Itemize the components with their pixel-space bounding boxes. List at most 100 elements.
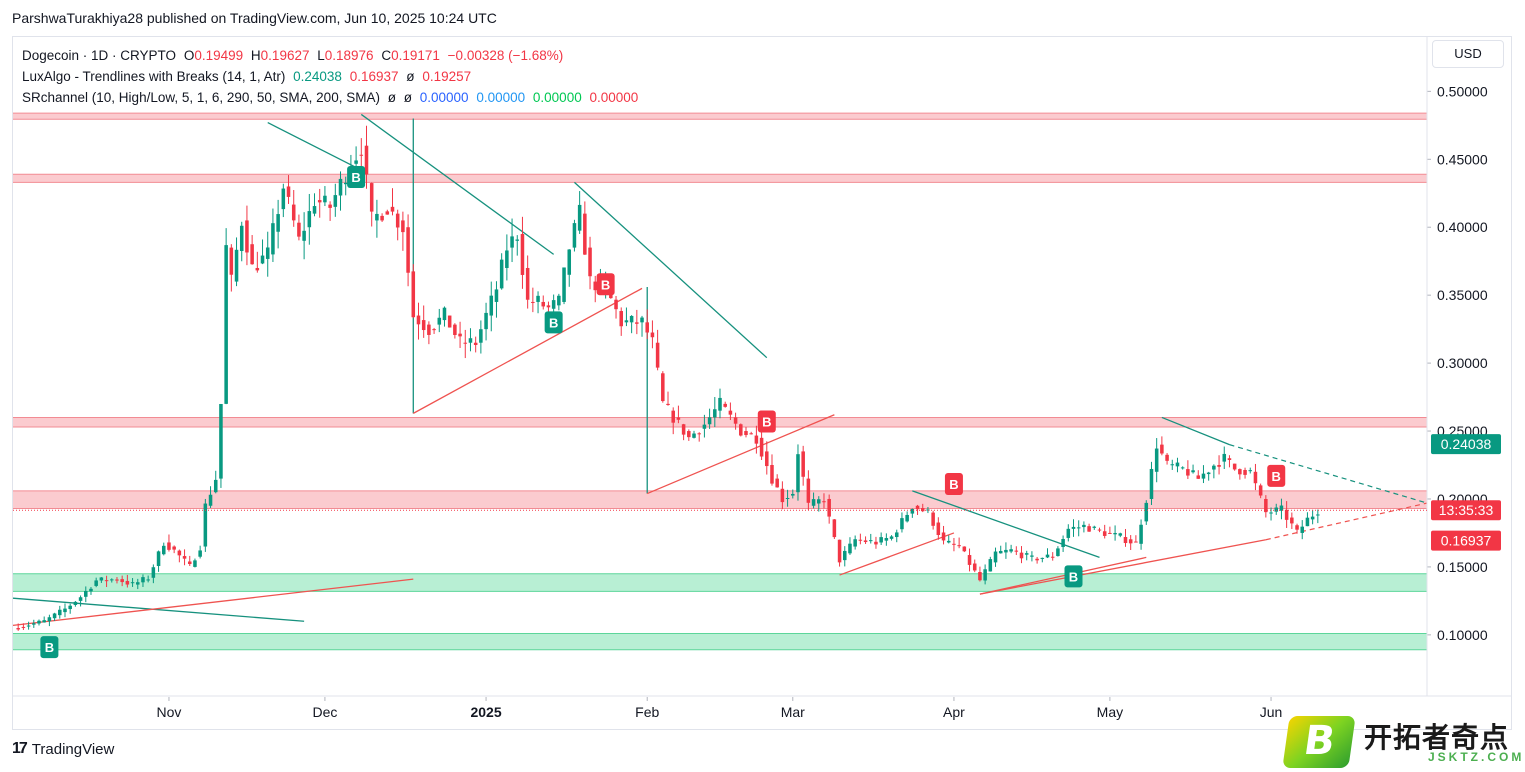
- candle: [593, 275, 598, 303]
- candle: [1253, 463, 1258, 491]
- y-tick-label: 0.50000: [1437, 83, 1488, 99]
- candle-body: [1170, 464, 1175, 466]
- candle: [520, 216, 525, 289]
- candle-body: [635, 322, 639, 324]
- candle: [1227, 455, 1232, 468]
- candle: [104, 575, 109, 588]
- candle: [1144, 500, 1149, 525]
- candle: [47, 614, 52, 627]
- candle-body: [806, 478, 811, 503]
- candle: [541, 295, 546, 310]
- candle-body: [1024, 553, 1029, 555]
- candle-body: [1310, 516, 1315, 520]
- candle: [614, 295, 618, 319]
- candle-body: [1144, 502, 1149, 522]
- candle: [484, 302, 488, 341]
- candle-body: [354, 160, 358, 164]
- candle-body: [583, 213, 587, 255]
- candle: [1264, 495, 1268, 518]
- candle-body: [915, 505, 920, 510]
- candle-body: [624, 320, 629, 323]
- candle: [385, 209, 390, 215]
- candle-body: [1206, 472, 1211, 475]
- candle: [806, 470, 811, 510]
- candle-body: [967, 555, 972, 565]
- candle-body: [276, 214, 280, 232]
- candle-body: [250, 244, 254, 265]
- candle-body: [187, 561, 192, 565]
- candle: [1123, 528, 1128, 547]
- candle-body: [468, 338, 473, 343]
- indicator1-value2: 0.16937: [349, 69, 399, 84]
- candle-body: [89, 588, 93, 592]
- candle: [447, 315, 452, 328]
- candle-body: [536, 295, 540, 302]
- candle-body: [338, 178, 343, 196]
- candle: [307, 193, 312, 245]
- red-trendline: [979, 556, 1147, 595]
- candle-body: [442, 307, 447, 321]
- candle: [931, 510, 935, 530]
- candle-body: [1269, 512, 1273, 514]
- currency-button[interactable]: USD: [1432, 40, 1504, 68]
- indicator1-name[interactable]: LuxAlgo - Trendlines with Breaks (14, 1,…: [22, 69, 286, 84]
- candle-body: [572, 223, 577, 248]
- candle-body: [785, 497, 790, 499]
- candle: [94, 577, 98, 588]
- candle: [375, 199, 379, 238]
- price-label-bg: [1431, 500, 1501, 521]
- candle: [775, 474, 779, 488]
- candle-body: [1154, 448, 1159, 472]
- candle-body: [458, 333, 462, 337]
- candle: [1175, 457, 1180, 473]
- candle-body: [281, 188, 286, 210]
- candle: [1206, 471, 1211, 481]
- low-label: L: [317, 48, 325, 63]
- candle: [390, 188, 395, 216]
- candle-body: [650, 332, 655, 338]
- candle: [972, 559, 977, 573]
- candle: [785, 489, 790, 507]
- indicator2-value6: 0.00000: [589, 90, 639, 105]
- indicator1-value4: 0.19257: [422, 69, 472, 84]
- tradingview-logo[interactable]: 17 TradingView: [12, 740, 114, 758]
- candle-body: [858, 539, 863, 541]
- candle-body: [1092, 526, 1097, 528]
- candle: [707, 408, 712, 429]
- candle: [629, 315, 634, 334]
- candle-body: [1087, 526, 1091, 532]
- candle: [323, 186, 327, 207]
- candle-body: [1040, 557, 1045, 559]
- price-label-bg: [1431, 530, 1501, 551]
- candle: [213, 470, 218, 494]
- candle-body: [47, 617, 52, 622]
- symbol-name[interactable]: Dogecoin · 1D · CRYPTO: [22, 48, 177, 63]
- candle-body: [505, 250, 509, 268]
- indicator2-name[interactable]: SRchannel (10, High/Low, 5, 1, 6, 290, 5…: [22, 90, 380, 105]
- candle: [302, 212, 306, 260]
- candle: [733, 412, 738, 430]
- candle: [952, 537, 956, 552]
- support-zone: [13, 633, 1427, 650]
- chart-frame[interactable]: [12, 36, 1512, 730]
- high-label: H: [250, 48, 261, 63]
- candle-body: [702, 424, 707, 429]
- y-tick-label: 0.40000: [1437, 219, 1488, 235]
- candle-body: [297, 222, 301, 237]
- candle: [473, 336, 478, 353]
- break-marker-label: B: [601, 277, 610, 292]
- trendlines: [12, 113, 1428, 626]
- candle: [1212, 464, 1216, 479]
- candle: [1102, 524, 1107, 539]
- candle-body: [946, 540, 951, 543]
- candle-body: [661, 373, 665, 402]
- watermark-badge-icon: B: [1282, 716, 1356, 768]
- candle-body: [692, 433, 696, 438]
- candle: [666, 391, 670, 406]
- candle: [837, 539, 842, 567]
- candle: [910, 508, 915, 518]
- candle-body: [37, 620, 41, 624]
- watermark-cn-text: 开拓者奇点: [1364, 722, 1510, 753]
- candle: [858, 533, 863, 545]
